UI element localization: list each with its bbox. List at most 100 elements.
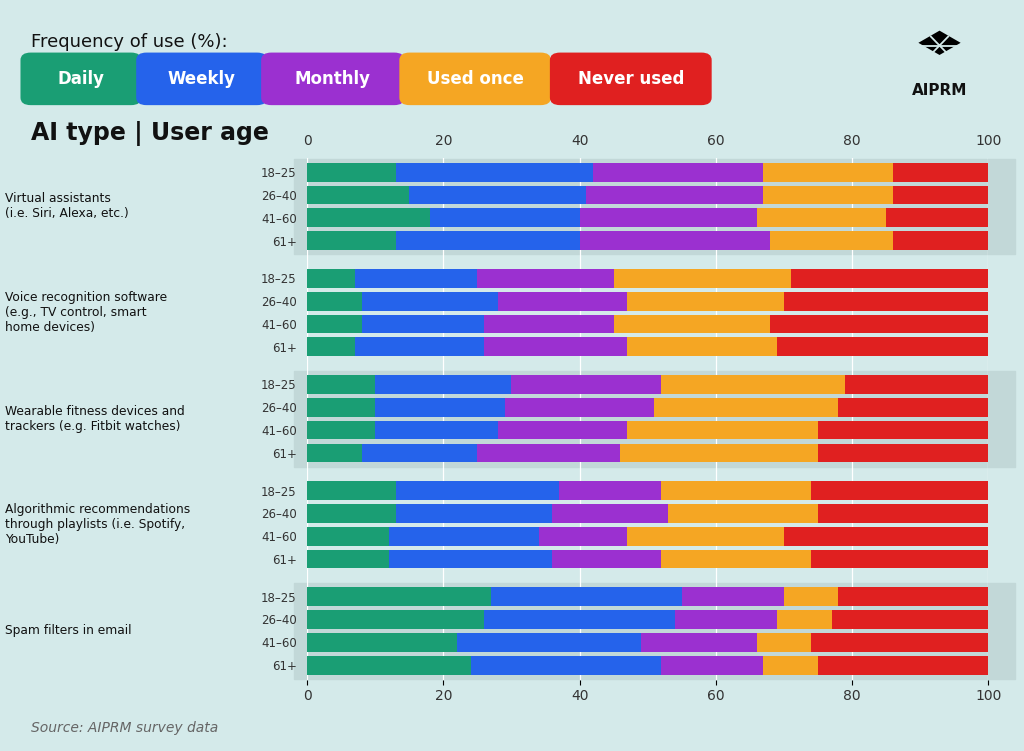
Bar <box>512 375 662 394</box>
Bar <box>498 421 628 439</box>
Bar <box>471 656 662 674</box>
Bar <box>375 398 505 417</box>
Bar <box>777 337 988 356</box>
Bar <box>628 527 784 546</box>
Bar <box>621 444 818 463</box>
Bar <box>784 527 988 546</box>
Bar <box>389 527 539 546</box>
Bar <box>593 163 764 182</box>
Bar <box>395 481 559 500</box>
Bar <box>307 185 410 204</box>
Bar <box>307 587 492 606</box>
Bar <box>484 337 628 356</box>
Bar <box>307 398 375 417</box>
Text: AI type | User age: AI type | User age <box>31 121 268 146</box>
Bar <box>307 444 361 463</box>
Bar <box>477 269 613 288</box>
Bar <box>770 315 988 333</box>
Bar <box>662 550 811 569</box>
Bar <box>294 477 1016 573</box>
Bar <box>307 209 430 228</box>
Bar <box>628 337 777 356</box>
Bar <box>587 185 764 204</box>
Bar <box>484 315 613 333</box>
Bar <box>410 185 587 204</box>
Bar <box>355 269 477 288</box>
Bar <box>498 291 628 310</box>
Bar <box>613 315 770 333</box>
Text: Never used: Never used <box>578 70 684 88</box>
Bar <box>811 550 988 569</box>
Bar <box>375 421 498 439</box>
Bar <box>361 444 477 463</box>
Bar <box>641 633 757 652</box>
Bar <box>628 291 784 310</box>
Bar <box>307 269 355 288</box>
Bar <box>893 231 988 250</box>
Bar <box>484 610 675 629</box>
Bar <box>492 587 682 606</box>
Bar <box>770 231 893 250</box>
Polygon shape <box>919 31 961 55</box>
Bar <box>675 610 777 629</box>
Bar <box>477 444 621 463</box>
Bar <box>668 504 818 523</box>
Bar <box>764 185 893 204</box>
Bar <box>818 656 988 674</box>
Text: Wearable fitness devices and
trackers (e.g. Fitbit watches): Wearable fitness devices and trackers (e… <box>5 405 185 433</box>
Bar <box>886 209 988 228</box>
Bar <box>839 587 988 606</box>
Bar <box>818 444 988 463</box>
Bar <box>559 481 662 500</box>
Text: Virtual assistants
(i.e. Siri, Alexa, etc.): Virtual assistants (i.e. Siri, Alexa, et… <box>5 192 129 221</box>
Bar <box>839 398 988 417</box>
Text: Daily: Daily <box>57 70 104 88</box>
Bar <box>580 231 770 250</box>
Bar <box>764 656 818 674</box>
Bar <box>893 163 988 182</box>
Bar <box>845 375 988 394</box>
Bar <box>654 398 839 417</box>
Bar <box>307 231 395 250</box>
Bar <box>375 375 512 394</box>
Bar <box>307 527 389 546</box>
Text: Weekly: Weekly <box>168 70 236 88</box>
Bar <box>784 291 988 310</box>
Bar <box>791 269 988 288</box>
Bar <box>662 375 845 394</box>
Bar <box>294 158 1016 255</box>
Bar <box>389 550 552 569</box>
Bar <box>613 269 791 288</box>
Bar <box>307 315 361 333</box>
Bar <box>361 315 484 333</box>
Bar <box>294 371 1016 466</box>
Bar <box>893 185 988 204</box>
Bar <box>307 375 375 394</box>
Text: Source: AIPRM survey data: Source: AIPRM survey data <box>31 722 218 735</box>
Bar <box>307 633 457 652</box>
Bar <box>307 421 375 439</box>
Bar <box>395 504 552 523</box>
Bar <box>307 481 395 500</box>
Bar <box>294 264 1016 360</box>
Bar <box>682 587 784 606</box>
Text: Used once: Used once <box>427 70 523 88</box>
Bar <box>307 610 484 629</box>
Bar <box>307 291 361 310</box>
Bar <box>818 504 988 523</box>
Bar <box>307 163 395 182</box>
Bar <box>831 610 988 629</box>
Bar <box>757 633 811 652</box>
Text: Frequency of use (%):: Frequency of use (%): <box>31 33 227 51</box>
Bar <box>395 231 580 250</box>
Bar <box>307 656 471 674</box>
Bar <box>307 504 395 523</box>
Bar <box>294 583 1016 679</box>
Text: AIPRM: AIPRM <box>911 83 968 98</box>
Bar <box>539 527 628 546</box>
Bar <box>430 209 580 228</box>
Bar <box>662 481 811 500</box>
Bar <box>395 163 593 182</box>
Text: Algorithmic recommendations
through playlists (i.e. Spotify,
YouTube): Algorithmic recommendations through play… <box>5 503 190 546</box>
Bar <box>361 291 498 310</box>
